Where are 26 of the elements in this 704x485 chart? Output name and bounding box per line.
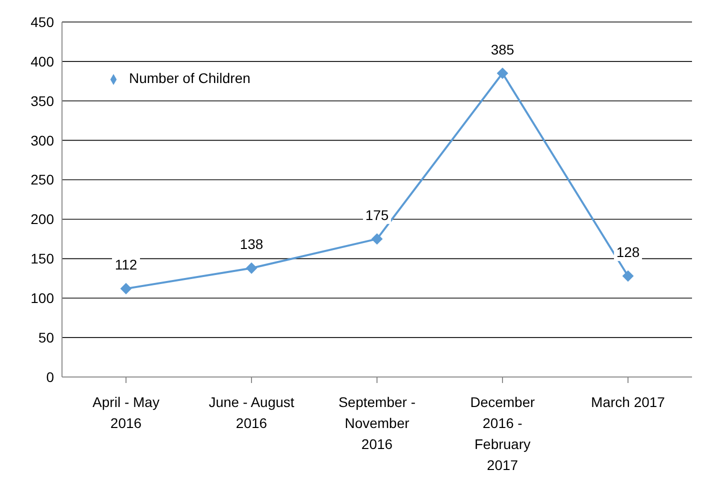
- y-tick-label: 50: [38, 330, 54, 346]
- y-tick-label: 350: [30, 92, 54, 109]
- y-tick-label: 300: [30, 132, 54, 148]
- point: [246, 262, 257, 274]
- y-tick-label: 100: [30, 290, 54, 306]
- point: [372, 233, 382, 244]
- data-label: 385: [490, 41, 514, 58]
- x-tick-label: June - August 2016: [208, 394, 294, 431]
- data-label: 138: [240, 236, 264, 252]
- point: [497, 68, 508, 79]
- x-tick-label: December 2016 - February 2017: [470, 394, 536, 473]
- x-tick-label: April - May 2016: [92, 394, 160, 431]
- data-label: 112: [114, 256, 138, 273]
- y-tick-label: 0: [46, 368, 54, 385]
- y-tick-label: 150: [30, 250, 54, 267]
- y-tick-label: 250: [30, 172, 54, 188]
- point: [120, 283, 132, 294]
- data-label: 128: [616, 244, 640, 260]
- x-tick-label: September - November 2016: [338, 394, 416, 452]
- y-tick-label: 400: [30, 53, 54, 70]
- data-label: 175: [365, 206, 389, 223]
- point: [622, 270, 634, 282]
- y-tick-label: 200: [30, 211, 54, 228]
- y-tick-label: 450: [30, 14, 54, 30]
- x-tick-label: March 2017: [591, 394, 666, 410]
- legend-label: Number of Children: [129, 70, 250, 86]
